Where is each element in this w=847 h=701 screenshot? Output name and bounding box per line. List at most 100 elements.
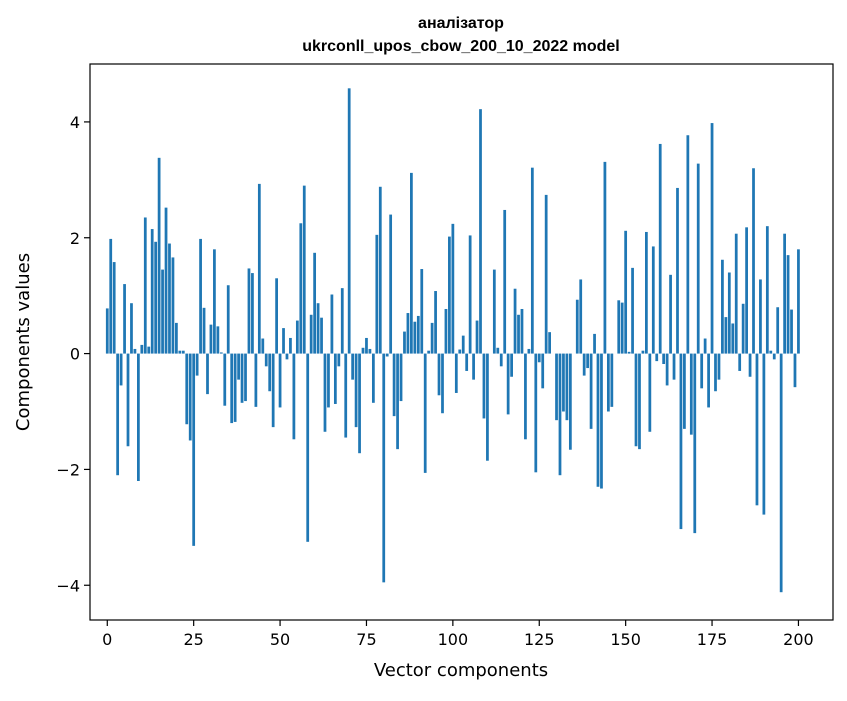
bar-component-72 [355, 354, 358, 428]
bar-component-156 [645, 232, 648, 354]
bar-component-116 [507, 354, 510, 415]
y-tick-label: −4 [56, 576, 80, 595]
bar-component-43 [255, 354, 258, 407]
y-tick-label: −2 [56, 460, 80, 479]
bar-component-1 [109, 239, 112, 354]
bar-component-102 [458, 350, 461, 354]
bar-component-2 [113, 262, 116, 354]
bar-component-180 [728, 273, 731, 354]
bar-component-172 [700, 354, 703, 389]
bar-component-82 [389, 215, 392, 354]
bar-component-101 [455, 354, 458, 393]
bar-component-20 [175, 323, 178, 354]
bar-component-100 [451, 224, 454, 354]
bar-component-177 [718, 354, 721, 380]
bar-component-9 [137, 354, 140, 481]
bar-component-15 [158, 158, 161, 354]
bars-group [106, 88, 800, 592]
bar-component-151 [628, 352, 631, 354]
bar-component-86 [403, 332, 406, 354]
bar-component-90 [417, 316, 420, 354]
y-tick-label: 2 [70, 229, 80, 248]
bar-component-184 [742, 304, 745, 354]
bar-component-89 [413, 322, 416, 354]
bar-component-35 [227, 285, 230, 353]
bar-component-55 [296, 321, 299, 354]
bar-component-192 [769, 351, 772, 354]
bar-component-19 [172, 257, 175, 353]
bar-component-174 [707, 354, 710, 408]
bar-component-168 [686, 135, 689, 353]
x-tick-label: 25 [183, 630, 203, 649]
chart-subtitle: ukrconll_upos_cbow_200_10_2022 model [302, 38, 619, 55]
bar-component-185 [745, 227, 748, 353]
bar-component-124 [534, 354, 537, 473]
bar-component-167 [683, 354, 686, 429]
bar-component-85 [400, 354, 403, 401]
bar-component-96 [438, 354, 441, 396]
bar-component-188 [756, 354, 759, 506]
x-axis-label: Vector components [374, 660, 548, 681]
x-tick-label: 75 [356, 630, 376, 649]
bar-component-173 [704, 339, 707, 354]
bar-component-113 [496, 348, 499, 354]
bar-component-54 [293, 354, 296, 440]
bar-component-57 [303, 186, 306, 354]
bar-component-140 [590, 354, 593, 429]
bar-component-69 [344, 354, 347, 438]
bar-component-199 [794, 354, 797, 388]
bar-component-193 [773, 354, 776, 360]
bar-component-136 [576, 300, 579, 354]
bar-component-149 [621, 303, 624, 354]
bar-component-65 [331, 295, 334, 354]
bar-component-99 [448, 237, 451, 354]
bar-component-195 [780, 354, 783, 593]
bar-component-159 [655, 354, 658, 362]
bar-component-44 [258, 184, 261, 354]
bar-component-31 [213, 249, 216, 353]
bar-component-3 [116, 354, 119, 476]
bar-component-119 [517, 315, 520, 354]
bar-component-170 [693, 354, 696, 534]
bar-component-122 [528, 349, 531, 354]
bar-component-103 [462, 336, 465, 354]
bar-component-12 [147, 347, 150, 354]
bar-component-97 [441, 354, 444, 414]
y-tick-label: 4 [70, 113, 80, 132]
bar-component-27 [199, 239, 202, 354]
bar-component-46 [265, 354, 268, 367]
x-tick-label: 150 [610, 630, 641, 649]
bar-component-42 [251, 273, 254, 354]
bar-component-144 [604, 162, 607, 354]
bar-component-58 [306, 354, 309, 542]
bar-component-133 [566, 354, 569, 421]
bar-component-53 [289, 338, 292, 354]
bar-component-143 [600, 354, 603, 489]
bar-component-62 [320, 318, 323, 354]
bar-component-125 [538, 354, 541, 363]
bar-component-189 [759, 279, 762, 353]
bar-component-67 [337, 354, 340, 367]
bar-component-107 [476, 321, 479, 354]
x-tick-label: 100 [438, 630, 469, 649]
bar-component-64 [327, 354, 330, 408]
bar-component-36 [230, 354, 233, 424]
bar-component-118 [514, 289, 517, 354]
bar-component-134 [569, 354, 572, 450]
bar-component-158 [652, 246, 655, 353]
bar-component-78 [375, 235, 378, 354]
bar-component-25 [192, 354, 195, 546]
bar-component-17 [165, 208, 168, 354]
bar-component-104 [465, 354, 468, 371]
bar-component-41 [248, 268, 251, 353]
bar-component-33 [220, 352, 223, 353]
bar-component-171 [697, 164, 700, 354]
bar-component-181 [731, 323, 734, 353]
bar-component-141 [593, 334, 596, 354]
bar-component-63 [324, 354, 327, 432]
bar-component-51 [282, 328, 285, 353]
bar-component-154 [638, 354, 641, 450]
bar-component-191 [766, 226, 769, 353]
bar-component-105 [469, 235, 472, 353]
bar-component-112 [493, 270, 496, 354]
